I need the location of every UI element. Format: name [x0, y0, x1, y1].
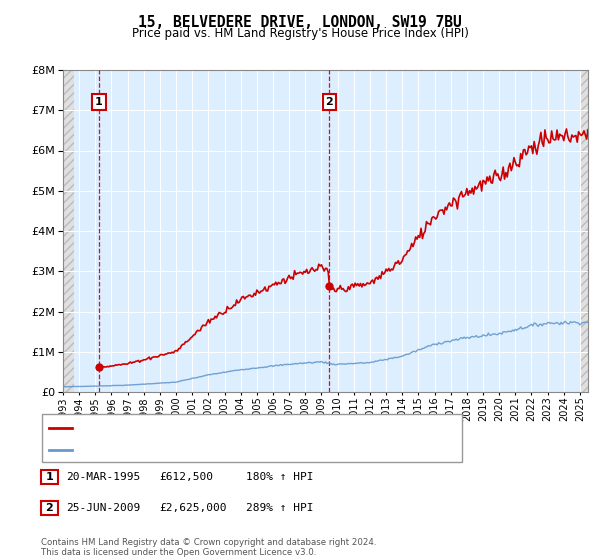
Text: £612,500: £612,500	[159, 472, 213, 482]
Text: 15, BELVEDERE DRIVE, LONDON, SW19 7BU: 15, BELVEDERE DRIVE, LONDON, SW19 7BU	[138, 15, 462, 30]
Text: Price paid vs. HM Land Registry's House Price Index (HPI): Price paid vs. HM Land Registry's House …	[131, 27, 469, 40]
Text: £2,625,000: £2,625,000	[159, 503, 227, 513]
Text: 20-MAR-1995: 20-MAR-1995	[66, 472, 140, 482]
Text: 25-JUN-2009: 25-JUN-2009	[66, 503, 140, 513]
Text: Contains HM Land Registry data © Crown copyright and database right 2024.
This d: Contains HM Land Registry data © Crown c…	[41, 538, 376, 557]
Text: 2: 2	[325, 97, 333, 107]
Text: 15, BELVEDERE DRIVE, LONDON, SW19 7BU (detached house): 15, BELVEDERE DRIVE, LONDON, SW19 7BU (d…	[76, 423, 398, 433]
Bar	[580, 70, 588, 392]
Text: 2: 2	[46, 503, 53, 513]
Text: 289% ↑ HPI: 289% ↑ HPI	[246, 503, 314, 513]
Text: 1: 1	[95, 97, 103, 107]
Text: 180% ↑ HPI: 180% ↑ HPI	[246, 472, 314, 482]
Text: HPI: Average price, detached house, Merton: HPI: Average price, detached house, Mert…	[76, 445, 305, 455]
Text: 1: 1	[46, 472, 53, 482]
Bar	[63, 70, 74, 392]
